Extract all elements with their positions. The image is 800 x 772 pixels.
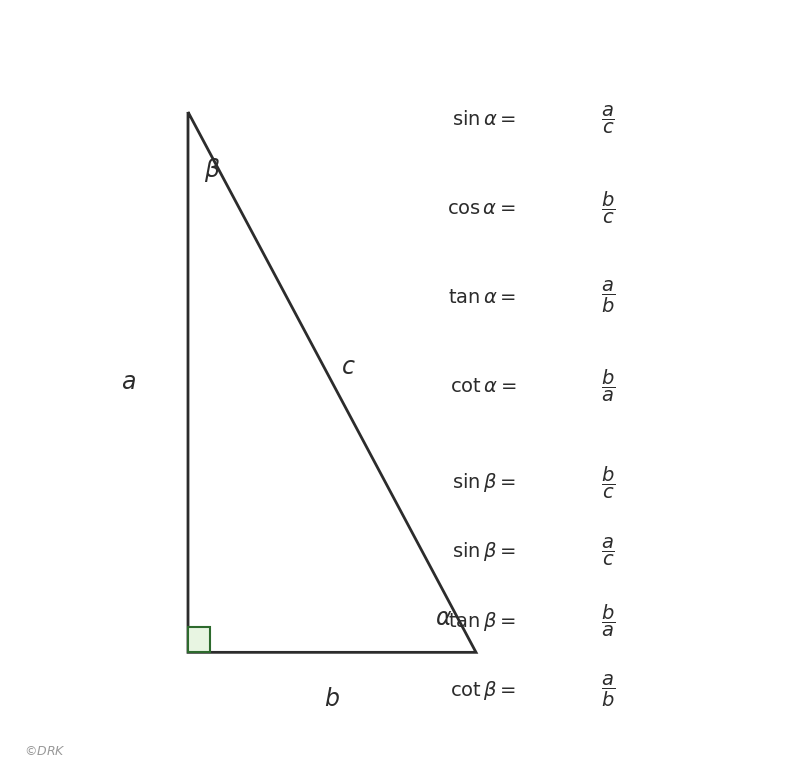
Text: $\sin\beta = $: $\sin\beta = $ bbox=[452, 471, 516, 494]
Text: $\dfrac{a}{b}$: $\dfrac{a}{b}$ bbox=[601, 673, 615, 709]
Text: $\dfrac{b}{c}$: $\dfrac{b}{c}$ bbox=[601, 191, 615, 226]
Bar bbox=[188, 627, 210, 652]
Text: $\tan\beta = $: $\tan\beta = $ bbox=[448, 610, 516, 633]
Text: $b$: $b$ bbox=[324, 686, 340, 711]
Text: $a$: $a$ bbox=[121, 370, 135, 394]
Text: $\alpha$: $\alpha$ bbox=[435, 605, 453, 630]
Text: $\cot\alpha = $: $\cot\alpha = $ bbox=[450, 377, 516, 395]
Text: $\beta$: $\beta$ bbox=[204, 156, 220, 184]
Text: $\dfrac{a}{c}$: $\dfrac{a}{c}$ bbox=[601, 536, 615, 568]
Text: $\sin\alpha = $: $\sin\alpha = $ bbox=[452, 110, 516, 129]
Text: $\dfrac{b}{a}$: $\dfrac{b}{a}$ bbox=[601, 604, 615, 639]
Text: $\dfrac{b}{c}$: $\dfrac{b}{c}$ bbox=[601, 465, 615, 500]
Text: $\sin\beta = $: $\sin\beta = $ bbox=[452, 540, 516, 564]
Text: $\dfrac{a}{b}$: $\dfrac{a}{b}$ bbox=[601, 279, 615, 315]
Text: $\cot\beta = $: $\cot\beta = $ bbox=[450, 679, 516, 703]
Text: $\dfrac{b}{a}$: $\dfrac{b}{a}$ bbox=[601, 368, 615, 404]
Text: $\dfrac{a}{c}$: $\dfrac{a}{c}$ bbox=[601, 103, 615, 136]
Text: $\tan\alpha = $: $\tan\alpha = $ bbox=[448, 288, 516, 306]
Text: $\cos\alpha = $: $\cos\alpha = $ bbox=[447, 199, 516, 218]
Text: $c$: $c$ bbox=[341, 354, 355, 379]
Text: $\copyright DRK$: $\copyright DRK$ bbox=[24, 745, 66, 758]
